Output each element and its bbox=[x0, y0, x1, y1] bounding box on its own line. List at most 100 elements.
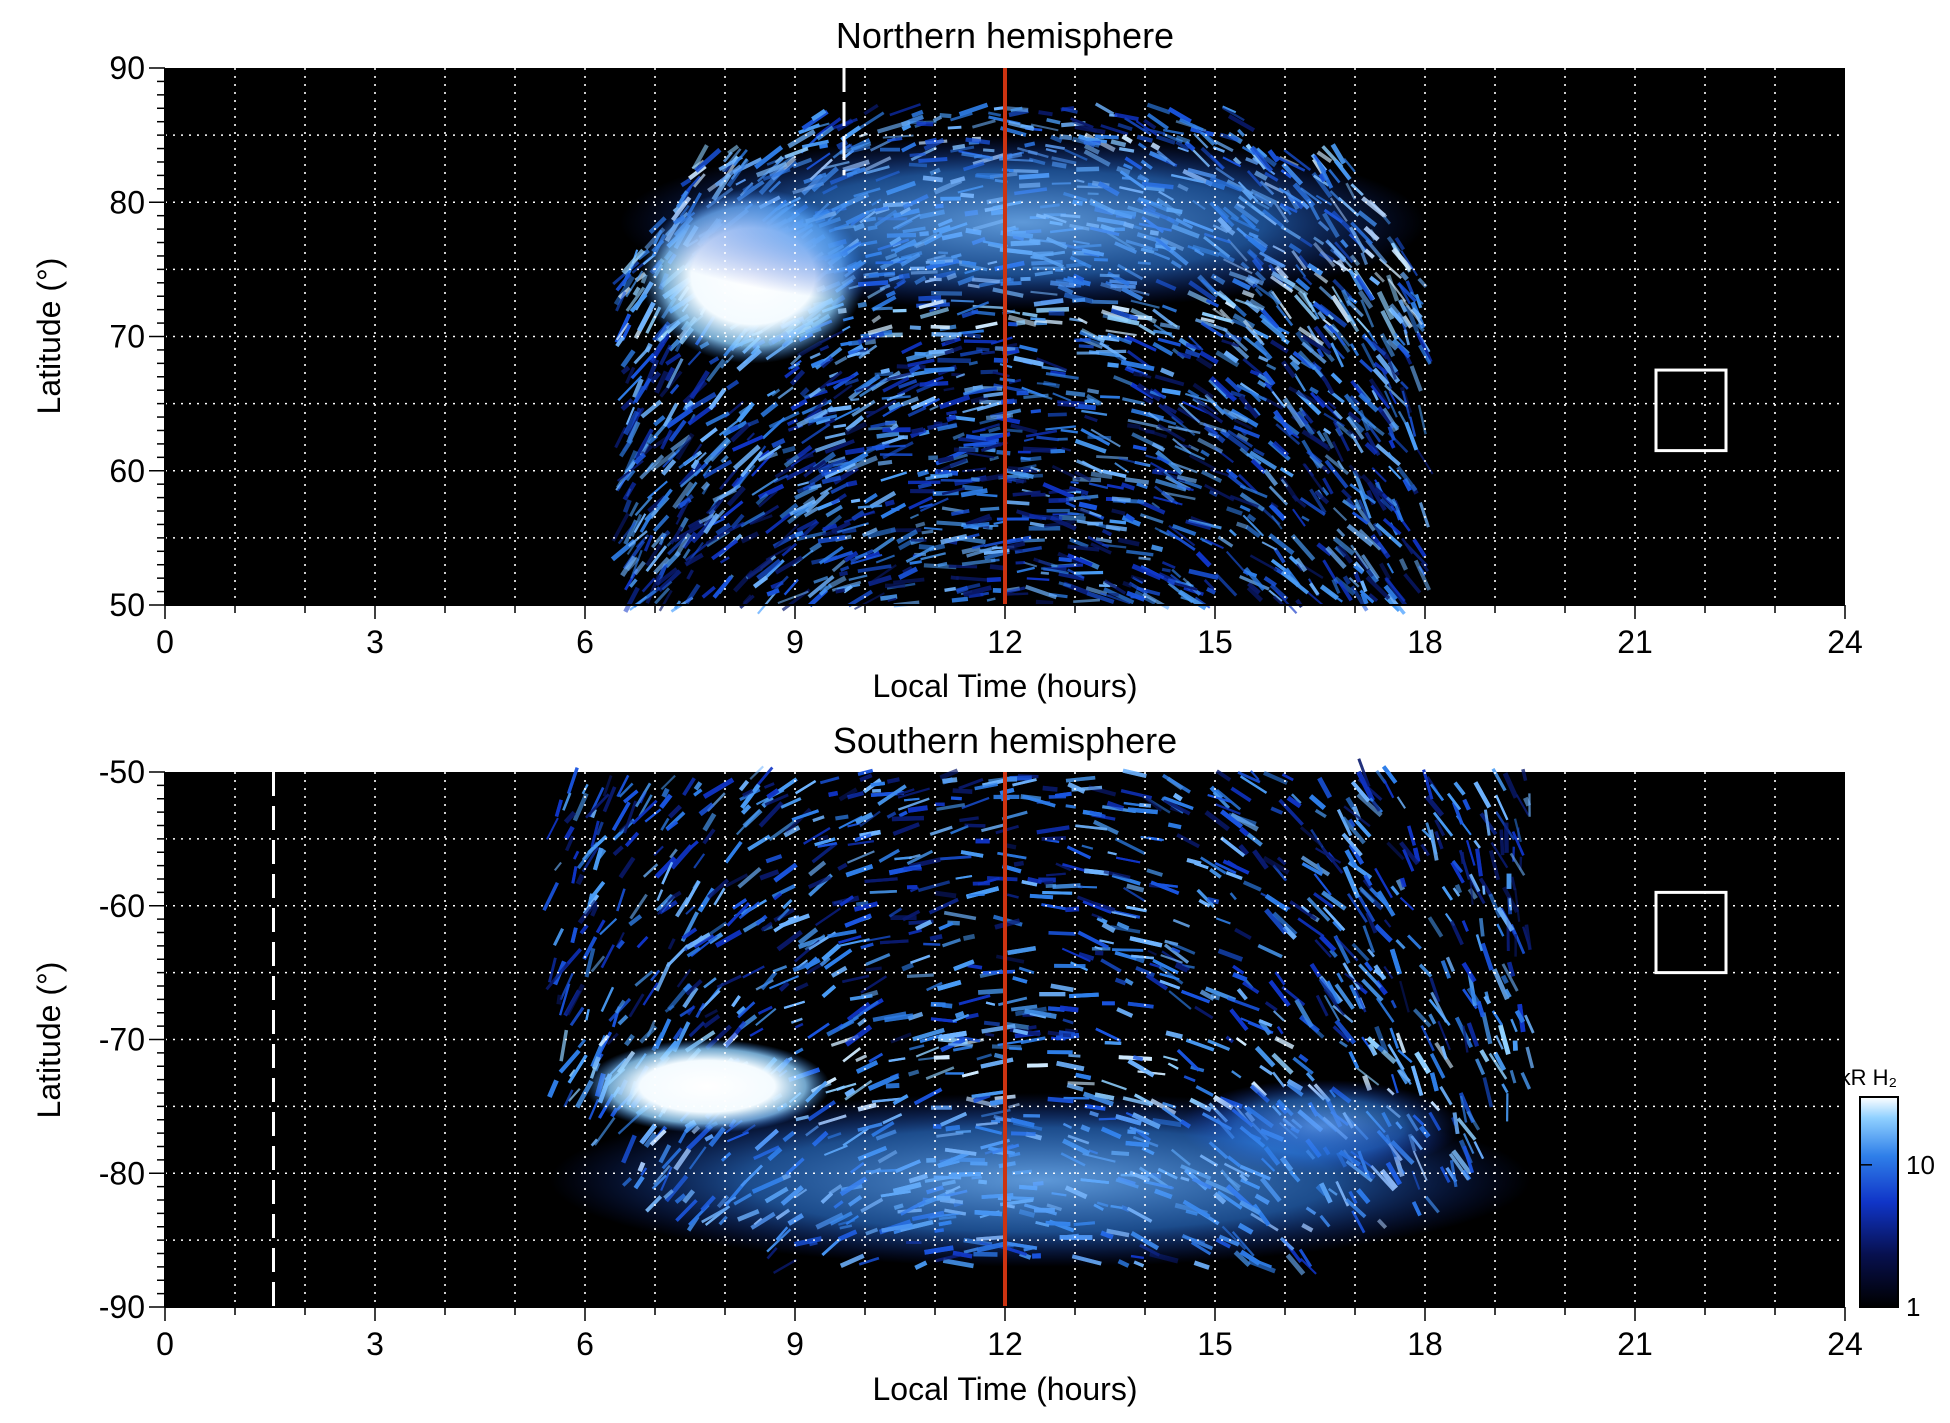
emission-streak bbox=[1342, 865, 1361, 899]
southern-title: Southern hemisphere bbox=[833, 720, 1177, 761]
emission-streak bbox=[1299, 496, 1326, 517]
emission-streak bbox=[1330, 143, 1347, 165]
emission-streak bbox=[882, 403, 905, 418]
emission-streak bbox=[1164, 939, 1179, 946]
emission-streak bbox=[1151, 882, 1178, 888]
emission-streak bbox=[863, 103, 879, 116]
emission-streak bbox=[961, 796, 990, 810]
emission-streak bbox=[1263, 468, 1279, 487]
emission-streak bbox=[1330, 294, 1352, 324]
emission-streak bbox=[1314, 490, 1330, 505]
emission-streak bbox=[1474, 1058, 1486, 1076]
emission-streak bbox=[987, 876, 1018, 882]
emission-streak bbox=[961, 309, 979, 319]
emission-streak bbox=[582, 936, 598, 960]
emission-streak bbox=[1428, 1013, 1437, 1025]
emission-streak bbox=[1172, 792, 1183, 802]
emission-streak bbox=[1225, 468, 1239, 480]
emission-streak bbox=[1401, 390, 1411, 419]
emission-streak bbox=[1483, 809, 1491, 836]
emission-streak bbox=[907, 805, 928, 813]
emission-streak bbox=[1176, 833, 1200, 849]
emission-streak bbox=[1268, 979, 1291, 1007]
emission-streak bbox=[1416, 332, 1433, 363]
emission-streak bbox=[1387, 431, 1409, 454]
emission-streak bbox=[763, 782, 775, 789]
emission-streak bbox=[1418, 502, 1430, 528]
emission-streak bbox=[835, 814, 849, 821]
emission-streak bbox=[902, 909, 921, 922]
emission-streak bbox=[811, 108, 827, 122]
emission-streak bbox=[1243, 566, 1266, 592]
emission-streak bbox=[761, 416, 786, 440]
emission-streak bbox=[1068, 1054, 1081, 1058]
emission-streak bbox=[1198, 898, 1211, 908]
emission-streak bbox=[1195, 355, 1214, 370]
emission-streak bbox=[592, 847, 604, 871]
emission-streak bbox=[559, 1029, 569, 1062]
emission-streak bbox=[915, 521, 926, 528]
emission-streak bbox=[1122, 768, 1147, 778]
emission-streak bbox=[1347, 411, 1362, 424]
emission-streak bbox=[757, 1005, 773, 1015]
emission-streak bbox=[1502, 772, 1519, 799]
emission-streak bbox=[897, 566, 919, 580]
emission-streak bbox=[1106, 483, 1124, 490]
emission-streak bbox=[709, 921, 728, 936]
emission-streak bbox=[726, 379, 740, 391]
emission-streak bbox=[1075, 459, 1104, 474]
emission-streak bbox=[912, 1027, 945, 1042]
emission-streak bbox=[617, 521, 637, 545]
emission-streak bbox=[546, 817, 559, 840]
emission-streak bbox=[793, 1047, 804, 1055]
emission-streak bbox=[1383, 779, 1395, 799]
emission-streak bbox=[1136, 382, 1161, 402]
emission-streak bbox=[1412, 538, 1427, 558]
emission-streak bbox=[631, 799, 658, 825]
emission-streak bbox=[1239, 775, 1268, 794]
emission-streak bbox=[1272, 595, 1285, 607]
emission-streak bbox=[1109, 519, 1127, 525]
emission-streak bbox=[1065, 494, 1099, 502]
emission-streak bbox=[833, 423, 847, 429]
emission-streak bbox=[1259, 313, 1284, 334]
emission-streak bbox=[937, 357, 971, 364]
emission-streak bbox=[628, 993, 645, 1018]
emission-streak bbox=[1302, 292, 1316, 313]
emission-streak bbox=[1130, 307, 1157, 324]
emission-streak bbox=[1049, 370, 1066, 377]
emission-streak bbox=[1094, 134, 1119, 140]
emission-streak bbox=[801, 139, 829, 149]
emission-streak bbox=[1466, 986, 1481, 1006]
emission-streak bbox=[774, 523, 800, 549]
emission-streak bbox=[731, 995, 741, 1008]
emission-streak bbox=[1327, 401, 1337, 410]
emission-streak bbox=[1342, 575, 1351, 586]
emission-streak bbox=[980, 506, 1000, 512]
emission-streak bbox=[1126, 549, 1154, 557]
emission-streak bbox=[1387, 1043, 1405, 1071]
y-tick-label: -70 bbox=[99, 1022, 145, 1058]
emission-streak bbox=[600, 986, 615, 1013]
colorbar-label: kR H₂ bbox=[1840, 1065, 1897, 1090]
emission-streak bbox=[581, 846, 600, 873]
emission-streak bbox=[830, 482, 849, 495]
emission-streak bbox=[1361, 416, 1385, 437]
emission-streak bbox=[1488, 893, 1502, 919]
emission-streak bbox=[1402, 315, 1413, 329]
emission-streak bbox=[1252, 328, 1270, 340]
emission-streak bbox=[620, 349, 636, 368]
emission-streak bbox=[1024, 1008, 1057, 1020]
emission-streak bbox=[692, 443, 703, 457]
emission-streak bbox=[547, 957, 557, 983]
emission-streak bbox=[1214, 573, 1238, 597]
emission-streak bbox=[1309, 386, 1319, 395]
emission-streak bbox=[590, 903, 600, 917]
emission-streak bbox=[1465, 840, 1476, 866]
bright-emission-region bbox=[620, 135, 1425, 310]
emission-streak bbox=[1058, 571, 1085, 581]
emission-streak bbox=[792, 962, 810, 973]
emission-streak bbox=[638, 794, 653, 817]
emission-streak bbox=[1409, 365, 1423, 392]
x-tick-label: 15 bbox=[1197, 1326, 1233, 1362]
